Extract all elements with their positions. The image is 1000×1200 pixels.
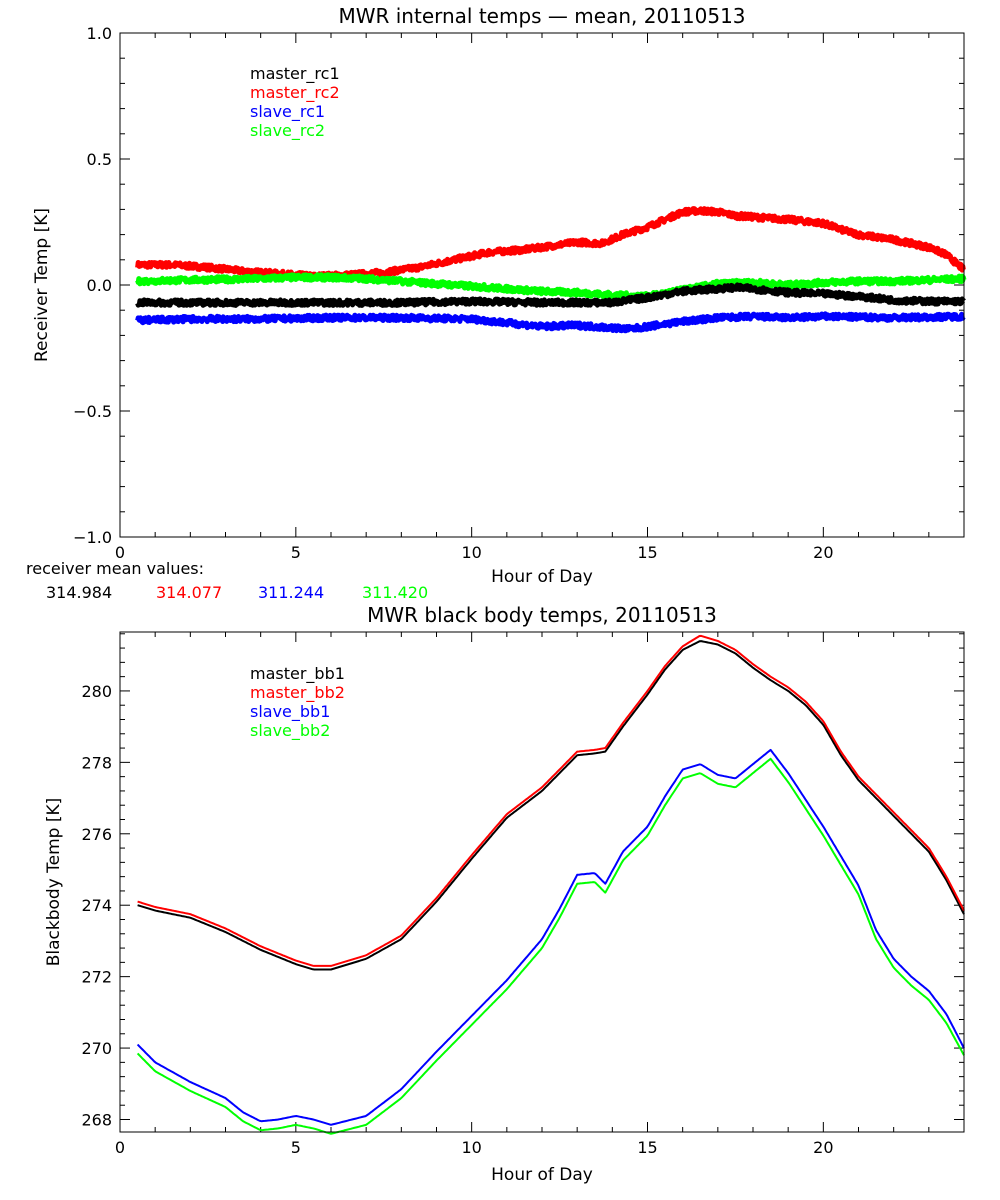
blackbody-x-axis-label: Hour of Day <box>491 1165 593 1185</box>
x-tick-label: 20 <box>813 543 833 562</box>
blackbody-legend: master_bb1 master_bb2 slave_bb1 slave_bb… <box>250 664 345 741</box>
y-tick-label: 280 <box>81 682 112 701</box>
receiver-temps-panel: MWR internal temps — mean, 20110513 0 5 10… <box>32 4 967 587</box>
series-line-slave-rc1 <box>135 311 966 334</box>
y-tick-label: 0.5 <box>87 150 112 169</box>
legend-master-rc1: master_rc1 <box>250 64 340 84</box>
legend-slave-rc2: slave_rc2 <box>250 121 325 141</box>
mean-value-slave-rc1: 311.244 <box>258 583 324 602</box>
receiver-y-axis-label: Receiver Temp [K] <box>32 208 52 362</box>
y-tick-label: 274 <box>81 896 112 915</box>
receiver-chart-title: MWR internal temps — mean, 20110513 <box>338 4 745 28</box>
series-line-master-rc1 <box>135 282 966 308</box>
y-tick-label: 272 <box>81 968 112 987</box>
series-line-slave-rc2 <box>135 272 967 302</box>
y-tick-label: −1.0 <box>73 528 112 547</box>
blackbody-axes-ticks: 0 5 10 15 20 268 270 272 274 276 278 280 <box>81 632 965 1157</box>
blackbody-plot-frame <box>119 631 965 1133</box>
mean-value-slave-rc2: 311.420 <box>362 583 428 602</box>
y-tick-label: 1.0 <box>87 24 112 43</box>
blackbody-series-group <box>136 634 965 1135</box>
y-tick-label: 276 <box>81 825 112 844</box>
y-tick-label: 278 <box>81 753 112 772</box>
legend-slave-bb2: slave_bb2 <box>250 721 330 741</box>
x-tick-label: 10 <box>461 1138 481 1157</box>
mean-values-label: receiver mean values: <box>26 559 204 578</box>
receiver-series-group <box>135 206 967 334</box>
mean-value-master-rc2: 314.077 <box>156 583 222 602</box>
x-tick-label: 5 <box>291 543 301 562</box>
x-tick-label: 15 <box>637 543 657 562</box>
y-tick-label: 0.0 <box>87 276 112 295</box>
legend-master-bb2: master_bb2 <box>250 683 345 703</box>
legend-master-rc2: master_rc2 <box>250 83 340 103</box>
receiver-legend: master_rc1 master_rc2 slave_rc1 slave_rc… <box>250 64 340 141</box>
x-tick-label: 20 <box>813 1138 833 1157</box>
y-tick-label: 270 <box>81 1039 112 1058</box>
x-tick-label: 15 <box>637 1138 657 1157</box>
series-line-master-bb1 <box>137 640 965 971</box>
x-tick-label: 5 <box>291 1138 301 1157</box>
legend-slave-bb1: slave_bb1 <box>250 702 330 722</box>
blackbody-temps-panel: MWR black body temps, 20110513 0 5 10 15 20 2… <box>44 603 965 1185</box>
receiver-x-axis-label: Hour of Day <box>491 567 593 587</box>
legend-master-bb1: master_bb1 <box>250 664 345 684</box>
x-tick-label: 0 <box>115 1138 125 1157</box>
blackbody-chart-title: MWR black body temps, 20110513 <box>367 603 717 627</box>
series-line-slave-bb1 <box>136 748 965 1126</box>
x-tick-label: 0 <box>115 543 125 562</box>
receiver-axes-ticks: 0 5 10 15 20 −1.0 −0.5 0.0 0.5 1.0 <box>73 24 965 562</box>
legend-slave-rc1: slave_rc1 <box>250 102 325 122</box>
receiver-plot-frame <box>119 32 965 538</box>
receiver-mean-values: receiver mean values: 314.984 314.077 31… <box>26 559 428 602</box>
y-tick-label: 268 <box>81 1111 112 1130</box>
series-line-master-bb2 <box>137 634 965 967</box>
blackbody-y-axis-label: Blackbody Temp [K] <box>44 798 64 967</box>
x-tick-label: 10 <box>461 543 481 562</box>
series-line-master-rc2 <box>135 206 966 282</box>
y-tick-label: −0.5 <box>73 402 112 421</box>
mean-value-master-rc1: 314.984 <box>46 583 112 602</box>
series-line-slave-bb2 <box>136 757 965 1135</box>
